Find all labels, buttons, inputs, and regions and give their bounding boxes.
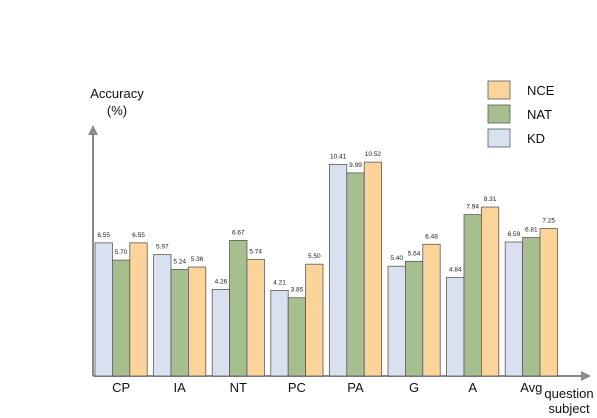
- value-label-kd-avg: 6.59: [508, 231, 521, 238]
- value-label-kd-pc: 4.21: [273, 279, 286, 286]
- value-label-kd-g: 5.40: [390, 255, 403, 262]
- bar-nce-g: [422, 243, 441, 377]
- legend: NCE NAT KD: [487, 80, 555, 148]
- bar-nce-pc: [305, 263, 324, 377]
- value-label-nce-nt: 5.74: [249, 248, 262, 255]
- value-label-nat-g: 5.64: [408, 250, 421, 257]
- value-label-nat-nt: 6.67: [232, 229, 245, 236]
- bar-nat-nt: [229, 239, 248, 377]
- bar-nce-pa: [363, 161, 383, 377]
- x-axis-title-line2: subject: [548, 401, 590, 416]
- legend-swatch-nat: [487, 104, 511, 124]
- legend-swatch-nce: [487, 80, 511, 100]
- value-label-kd-cp: 6.55: [97, 232, 110, 239]
- value-label-kd-pa: 10.41: [330, 153, 347, 160]
- value-label-nce-cp: 6.55: [132, 232, 145, 239]
- value-label-kd-nt: 4.26: [215, 278, 228, 285]
- x-axis-title-line1: question: [544, 386, 593, 401]
- bar-kd-a: [446, 277, 465, 377]
- value-label-nat-cp: 5.70: [115, 249, 128, 256]
- bar-kd-nt: [211, 288, 230, 377]
- value-label-nce-pc: 5.50: [308, 253, 321, 260]
- value-label-nat-pc: 3.85: [291, 287, 304, 294]
- bar-nat-ia: [170, 269, 189, 377]
- bar-kd-g: [387, 265, 406, 377]
- category-label-pa: PA: [347, 380, 364, 395]
- bar-nat-pc: [287, 297, 307, 377]
- legend-label-kd: KD: [527, 131, 545, 146]
- bar-nat-avg: [522, 237, 541, 377]
- legend-label-nat: NAT: [527, 107, 552, 122]
- value-label-kd-a: 4.84: [449, 267, 462, 274]
- bars: [94, 161, 558, 377]
- category-labels: CP IA NT PC PA G A Avg: [112, 380, 542, 395]
- bar-kd-pc: [270, 290, 289, 377]
- value-label-nat-ia: 5.24: [173, 258, 186, 265]
- value-label-nce-a: 8.31: [484, 196, 497, 203]
- category-label-ia: IA: [174, 380, 187, 395]
- category-label-a: A: [468, 380, 477, 395]
- bar-kd-ia: [153, 254, 172, 377]
- category-label-nt: NT: [230, 380, 247, 395]
- bar-nce-avg: [539, 228, 558, 377]
- y-axis-title-line1: Accuracy: [90, 86, 144, 101]
- legend-swatch-kd: [487, 128, 511, 148]
- bar-kd-cp: [94, 242, 113, 377]
- y-axis-title-line2: (%): [107, 103, 127, 118]
- value-label-nat-a: 7.94: [466, 204, 479, 211]
- bar-kd-avg: [504, 241, 524, 377]
- bar-nce-nt: [246, 258, 265, 377]
- bar-nat-a: [463, 214, 482, 377]
- value-label-kd-ia: 5.97: [156, 244, 169, 251]
- bar-nat-pa: [346, 172, 365, 377]
- bar-nat-g: [404, 260, 424, 377]
- bar-nce-cp: [129, 242, 148, 377]
- category-label-cp: CP: [112, 380, 130, 395]
- category-label-g: G: [409, 380, 419, 395]
- value-label-nce-pa: 10.52: [365, 151, 382, 158]
- value-label-nat-avg: 6.81: [525, 227, 538, 234]
- value-labels: 6.55 5.70 6.55 5.97 5.24 5.36 4.26 6.67 5.74 4.21…: [97, 151, 555, 294]
- value-label-nat-pa: 9.99: [349, 162, 362, 169]
- bar-kd-pa: [328, 163, 348, 377]
- value-label-nce-g: 6.48: [425, 233, 438, 240]
- bar-nat-cp: [112, 259, 131, 377]
- bar-nce-a: [480, 206, 500, 377]
- bar-nce-ia: [187, 266, 207, 377]
- value-label-nce-ia: 5.36: [191, 256, 204, 263]
- legend-label-nce: NCE: [527, 83, 555, 98]
- value-label-nce-avg: 7.25: [542, 218, 555, 225]
- category-label-pc: PC: [288, 380, 306, 395]
- category-label-avg: Avg: [520, 380, 542, 395]
